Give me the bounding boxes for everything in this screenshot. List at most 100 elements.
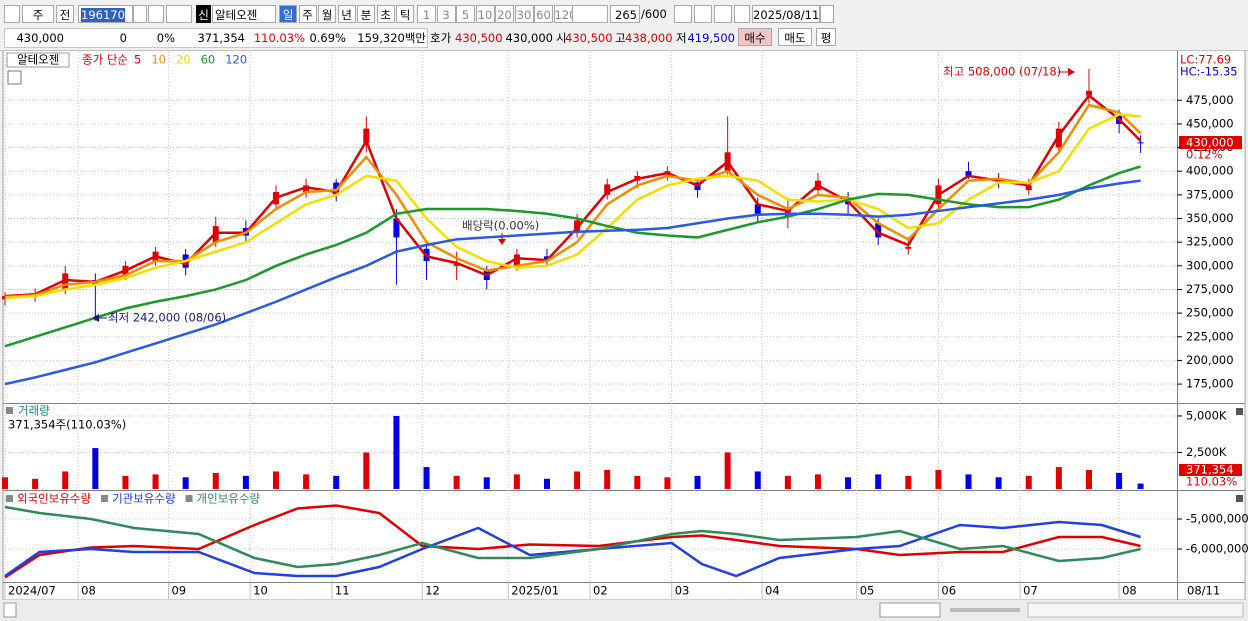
change-rate: 0%	[156, 31, 175, 45]
volume-bar	[1085, 470, 1092, 489]
volume-bar	[2, 477, 8, 489]
bid: 430,000	[505, 31, 553, 45]
interval-button[interactable]: 10	[475, 5, 495, 23]
menu-icon[interactable]	[4, 5, 20, 23]
y-tick-label: 200,000	[1186, 353, 1234, 367]
volume-bar	[1137, 483, 1144, 489]
tool-button[interactable]	[674, 5, 692, 23]
buy-button[interactable]: 매수	[738, 28, 772, 46]
y-tick-label: 375,000	[1186, 187, 1234, 201]
volume-bar	[182, 477, 189, 489]
interval-button[interactable]: 60	[534, 5, 553, 23]
volume-bar	[333, 475, 340, 489]
sound-button[interactable]	[166, 5, 192, 23]
volume-bar	[62, 471, 69, 489]
candle-body	[875, 223, 882, 238]
period-button[interactable]: 월	[318, 5, 336, 23]
period-button[interactable]: 틱	[396, 5, 414, 23]
chart-tools[interactable]	[1027, 602, 1244, 618]
search-button[interactable]	[148, 5, 164, 23]
interval-button[interactable]: 1	[417, 5, 436, 23]
series-line	[4, 504, 1141, 579]
calendar-button[interactable]	[820, 5, 834, 23]
volume-bar	[574, 471, 581, 489]
high-annotation: 최고 508,000 (07/18)	[943, 65, 1061, 79]
period-button[interactable]: 주	[298, 5, 317, 23]
avg-button[interactable]: 평	[816, 28, 836, 46]
scroll-left[interactable]	[3, 602, 17, 618]
candle-body	[965, 171, 972, 176]
playback-controls[interactable]	[879, 602, 941, 618]
table-icon[interactable]	[7, 70, 22, 85]
high-label: 고	[615, 31, 626, 45]
candle-body	[513, 254, 520, 268]
legend-marker	[6, 495, 13, 502]
volume-title: 거래량	[18, 404, 50, 418]
pane-close[interactable]	[1236, 408, 1243, 415]
y-tick-label: 2,500K	[1186, 445, 1227, 459]
x-tick-label: 10	[253, 584, 268, 598]
legend-marker	[185, 495, 193, 502]
settings-button[interactable]	[734, 5, 750, 23]
series-line	[4, 520, 1141, 578]
interval-button[interactable]: 5	[456, 5, 475, 23]
amount: 159,320백만	[357, 31, 426, 45]
series-line	[4, 505, 1141, 569]
last-change-label: 0.12%	[1186, 148, 1223, 162]
x-tick-label: 09	[171, 584, 186, 598]
period-button[interactable]: 일	[279, 5, 297, 23]
series-line	[4, 179, 1141, 386]
count-input[interactable]: 265	[610, 5, 640, 23]
zoom-slider[interactable]	[950, 608, 1020, 612]
legend-entry: 5	[134, 53, 141, 67]
tool-button[interactable]	[694, 5, 712, 23]
candle-body	[1085, 90, 1092, 96]
tool-button[interactable]	[714, 5, 732, 23]
sell-button[interactable]: 매도	[778, 28, 812, 46]
interval-button[interactable]: 30	[514, 5, 534, 23]
legend-entry: 10	[151, 53, 166, 67]
period-button[interactable]: 분	[357, 5, 375, 23]
volume-rate: 110.03%	[253, 31, 305, 45]
candle-body	[453, 263, 460, 266]
low-label: 저	[676, 31, 687, 45]
volume-bar	[92, 448, 99, 489]
candle-body	[363, 128, 370, 143]
series-line	[4, 103, 1142, 299]
volume-bar	[32, 478, 39, 489]
y-tick-label: 225,000	[1186, 329, 1234, 343]
volume-bar	[634, 475, 641, 489]
interval-button[interactable]: 20	[495, 5, 514, 23]
x-tick-label: 02	[593, 584, 608, 598]
period-button[interactable]: 초	[376, 5, 395, 23]
volume-bar	[784, 475, 791, 489]
volume-bar	[845, 477, 852, 489]
period-button[interactable]: 년	[337, 5, 356, 23]
interval-button[interactable]: 3	[436, 5, 456, 23]
period-select[interactable]: 주	[22, 5, 54, 23]
title-box	[6, 52, 70, 68]
prev-button[interactable]: 전	[56, 5, 74, 23]
date-input[interactable]: 2025/08/11	[752, 5, 820, 23]
chart-title: 알테오젠	[17, 53, 59, 67]
volume-bar	[995, 477, 1002, 489]
candle-body	[62, 273, 69, 290]
legend-entry: 60	[201, 53, 216, 67]
volume-bar	[483, 477, 490, 489]
volume-bar	[212, 472, 219, 489]
interval-button[interactable]: 120	[553, 5, 576, 23]
volume-bar	[543, 478, 550, 489]
volume-bar	[423, 467, 430, 489]
pane-close[interactable]	[1236, 495, 1243, 502]
legend-marker	[101, 495, 109, 502]
y-tick-label: 300,000	[1186, 258, 1234, 272]
volume-bar	[272, 471, 279, 489]
code-dropdown[interactable]	[133, 5, 147, 23]
overlay: 알테오젠 종가 단순 5 10 20 60 120 최고 508,000 (07/18)…	[6, 52, 1243, 598]
y-tick-label: 275,000	[1186, 282, 1234, 296]
interval-dropdown[interactable]	[572, 5, 608, 23]
code-input[interactable]: 196170	[78, 5, 133, 23]
volume-bar	[1055, 467, 1062, 489]
